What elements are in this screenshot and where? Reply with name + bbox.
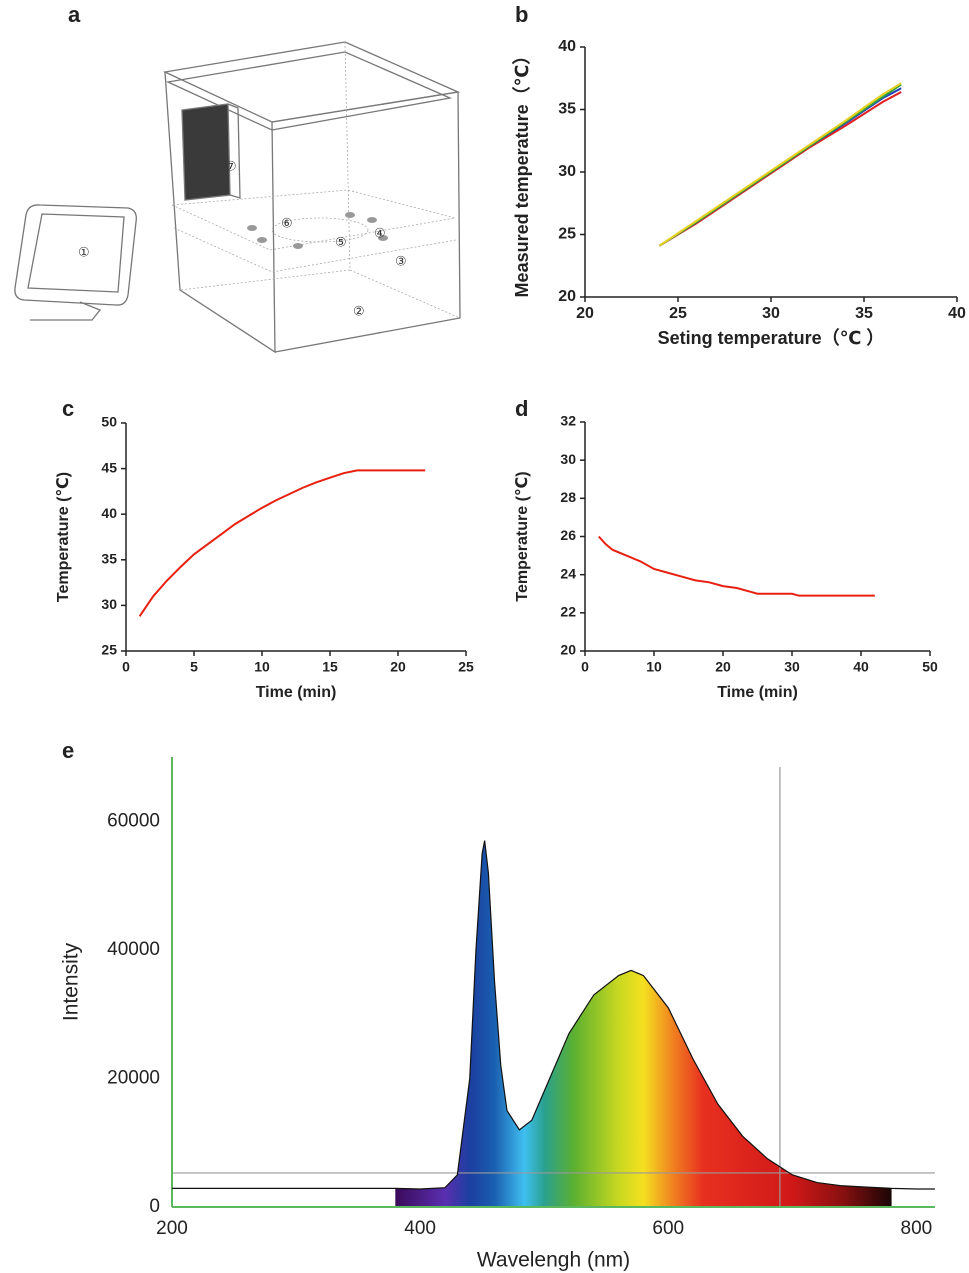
y-tick-label: 20000 [107,1067,160,1088]
x-tick-label: 800 [901,1218,933,1239]
x-tick-label: 15 [322,659,338,675]
x-tick-label: 5 [190,659,198,675]
x-axis-title: Wavelengh (nm) [477,1249,630,1272]
x-tick-label: 35 [855,305,873,322]
panel-letter: c [62,396,74,421]
y-axis-title: Temperature (℃) [55,472,72,602]
x-tick-label: 0 [581,659,589,675]
part-label: ④ [374,225,386,240]
x-tick-label: 40 [853,659,869,675]
y-tick-label: 30 [101,596,117,612]
data-line [658,82,902,247]
data-line [138,469,426,617]
x-tick-label: 25 [458,659,474,675]
x-tick-label: 400 [404,1218,436,1239]
panel-letter: d [515,396,528,421]
heater [181,103,231,201]
y-tick-label: 35 [101,551,117,567]
panel-letter: b [515,2,528,27]
x-tick-label: 10 [254,659,270,675]
x-tick-label: 600 [652,1218,684,1239]
y-tick-label: 40000 [107,939,160,960]
tablet-stand [30,301,102,321]
y-tick-label: 20 [558,288,576,305]
part-label: ③ [395,253,407,268]
part-label: ① [78,244,90,259]
y-tick-label: 20 [560,642,576,658]
data-line [172,840,935,1190]
device-diagram: a ① ② ③ ④ ⑤ ⑥ ⑦ [14,2,461,354]
y-tick-label: 22 [560,604,576,620]
x-axis-title: Time (min) [256,684,337,701]
part-label: ② [353,303,365,318]
part-label: ⑤ [335,234,347,249]
y-tick-label: 50 [101,414,117,430]
heater-side [227,103,241,199]
x-axis-title: Time (min) [717,684,798,701]
spectrum-fill [395,840,892,1207]
y-tick-label: 60000 [107,810,160,831]
y-tick-label: 24 [560,565,576,581]
y-tick-label: 32 [560,413,576,429]
y-tick-label: 28 [560,489,576,505]
data-line [658,91,902,247]
y-axis-title: Measured temperature（℃） [512,47,532,298]
y-tick-label: 40 [558,38,576,55]
data-line [598,535,875,597]
x-axis-title: Seting temperature（℃ ） [658,328,885,348]
shelf [170,189,457,273]
x-tick-label: 20 [390,659,406,675]
part-label: ⑥ [281,215,293,230]
x-tick-label: 40 [948,305,966,322]
x-tick-label: 10 [646,659,662,675]
x-tick-label: 50 [922,659,938,675]
box-hidden-edges [179,41,461,319]
y-axis-title: Intensity [60,942,83,1021]
y-tick-label: 25 [558,226,576,243]
y-tick-label: 0 [149,1196,160,1217]
box-left [164,71,276,354]
tablet-screen [27,213,125,293]
y-tick-label: 26 [560,527,576,543]
sensors [247,212,388,249]
x-tick-label: 20 [576,305,594,322]
y-tick-label: 30 [560,451,576,467]
y-tick-label: 25 [101,642,117,658]
box-right [271,91,461,353]
y-tick-label: 35 [558,101,576,118]
x-tick-label: 30 [784,659,800,675]
x-tick-label: 20 [715,659,731,675]
x-tick-label: 25 [669,305,687,322]
x-tick-label: 200 [156,1218,188,1239]
tablet [14,204,137,306]
part-label: ⑦ [225,158,237,173]
y-tick-label: 45 [101,459,117,475]
x-tick-label: 0 [122,659,130,675]
y-axis-title: Temperature (℃) [514,471,531,601]
panel-letter: a [68,2,81,27]
sensor-ring [271,217,369,243]
x-tick-label: 30 [762,305,780,322]
y-tick-label: 30 [558,163,576,180]
data-line [658,83,902,247]
y-tick-label: 40 [101,505,117,521]
panel-letter: e [62,738,74,763]
box-top-inner [165,51,453,131]
